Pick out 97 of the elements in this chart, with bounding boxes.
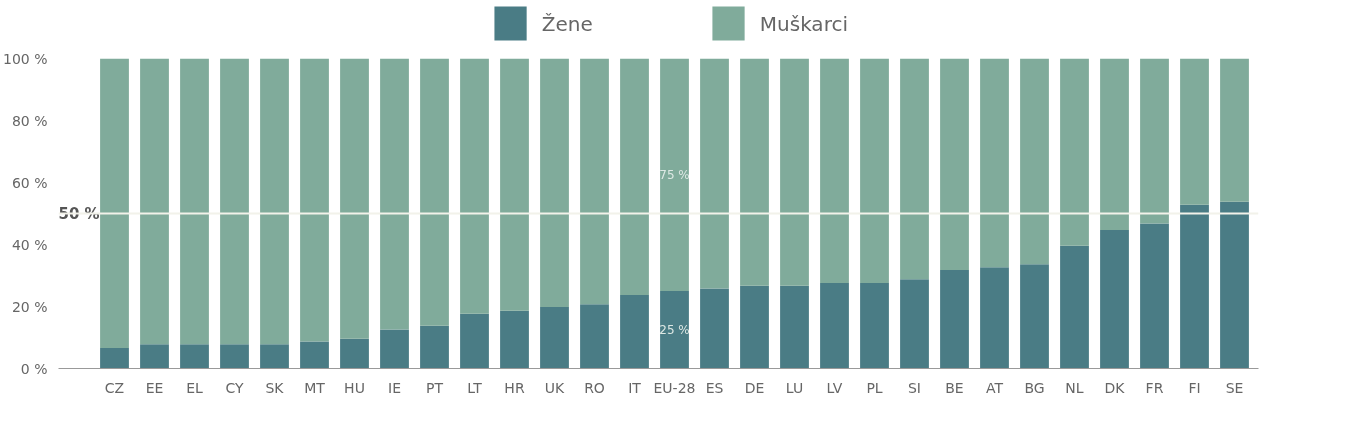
bar <box>1060 245 1089 369</box>
data-label: 75 % <box>659 167 690 182</box>
x-tick-label: LT <box>467 379 483 396</box>
bar <box>180 344 209 369</box>
bar <box>580 304 609 369</box>
bar <box>1060 58 1089 246</box>
x-tick-label: DE <box>744 379 765 396</box>
x-tick-label: SE <box>1225 379 1244 396</box>
x-tick-label: SK <box>265 379 285 396</box>
bar <box>460 58 489 314</box>
bar <box>820 58 849 283</box>
x-tick-label: UK <box>544 379 566 396</box>
x-tick-label: LV <box>826 379 843 396</box>
x-tick-label: FI <box>1188 379 1201 396</box>
bar <box>1020 264 1049 369</box>
bar <box>1140 223 1169 369</box>
bar <box>1100 229 1129 369</box>
x-tick-label: HR <box>504 379 525 396</box>
bar <box>620 295 649 369</box>
bar <box>700 58 729 289</box>
bar <box>1220 201 1249 369</box>
bar <box>500 310 529 369</box>
bar <box>500 58 529 311</box>
x-tick-label: IT <box>628 379 642 396</box>
x-tick-label: FR <box>1145 379 1164 396</box>
x-tick-label: RO <box>584 379 605 396</box>
bar <box>740 58 769 286</box>
bar <box>140 344 169 369</box>
x-tick-label: LU <box>785 379 804 396</box>
x-tick-label: SI <box>907 379 922 396</box>
y-tick-label: 20 % <box>11 298 48 315</box>
bar <box>220 344 249 369</box>
bar <box>780 58 809 286</box>
bar <box>100 348 129 369</box>
x-tick-label: HU <box>344 379 365 396</box>
bar <box>180 58 209 345</box>
bar <box>780 285 809 369</box>
bar <box>420 58 449 326</box>
x-tick-label: ES <box>705 379 724 396</box>
bar <box>980 58 1009 268</box>
bar <box>980 267 1009 369</box>
bar <box>1100 58 1129 230</box>
bar <box>100 58 129 349</box>
bar <box>900 58 929 280</box>
x-tick-label: PT <box>426 379 444 396</box>
bar <box>820 282 849 369</box>
bar <box>340 58 369 339</box>
bar <box>620 58 649 296</box>
bar <box>1220 58 1249 202</box>
x-tick-label: EE <box>145 379 164 396</box>
x-tick-label: PL <box>866 379 883 396</box>
bar <box>540 58 569 308</box>
bar <box>260 58 289 345</box>
data-label: 25 % <box>659 322 690 337</box>
bar <box>940 269 969 369</box>
bar <box>340 338 369 369</box>
bar <box>580 58 609 305</box>
x-tick-label: CZ <box>104 379 125 396</box>
x-tick-label: EU-28 <box>653 379 696 396</box>
legend-label: Muškarci <box>759 11 848 36</box>
legend-label: Žene <box>541 11 593 36</box>
bar <box>860 58 889 283</box>
bar <box>1180 204 1209 369</box>
y-tick-label: 40 % <box>11 236 48 253</box>
y-tick-label: 80 % <box>11 112 48 129</box>
x-tick-label: DK <box>1104 379 1126 396</box>
bar <box>900 279 929 369</box>
bar <box>300 58 329 342</box>
y-tick-label: 0 % <box>20 360 48 377</box>
x-tick-label: BE <box>945 379 964 396</box>
bar <box>660 291 689 369</box>
x-tick-label: MT <box>304 379 326 396</box>
bar <box>140 58 169 345</box>
bar <box>300 341 329 369</box>
x-tick-label: AT <box>985 379 1004 396</box>
x-tick-label: BG <box>1024 379 1045 396</box>
bar <box>700 288 729 369</box>
bar <box>1180 58 1209 205</box>
bar <box>1020 58 1049 265</box>
bar <box>420 325 449 369</box>
bar <box>660 58 689 291</box>
bar <box>260 344 289 369</box>
y-tick-label: 100 % <box>3 50 48 67</box>
x-tick-label: CY <box>225 379 244 396</box>
x-tick-label: EL <box>186 379 204 396</box>
bar <box>460 313 489 369</box>
bar <box>1140 58 1169 224</box>
bar <box>540 307 569 369</box>
x-tick-label: NL <box>1065 379 1084 396</box>
bar <box>220 58 249 345</box>
bar <box>940 58 969 270</box>
bar <box>380 58 409 330</box>
bar <box>380 329 409 369</box>
bar <box>860 282 889 369</box>
bar <box>740 285 769 369</box>
x-tick-label: IE <box>388 379 401 396</box>
y-tick-label: 60 % <box>11 174 48 191</box>
